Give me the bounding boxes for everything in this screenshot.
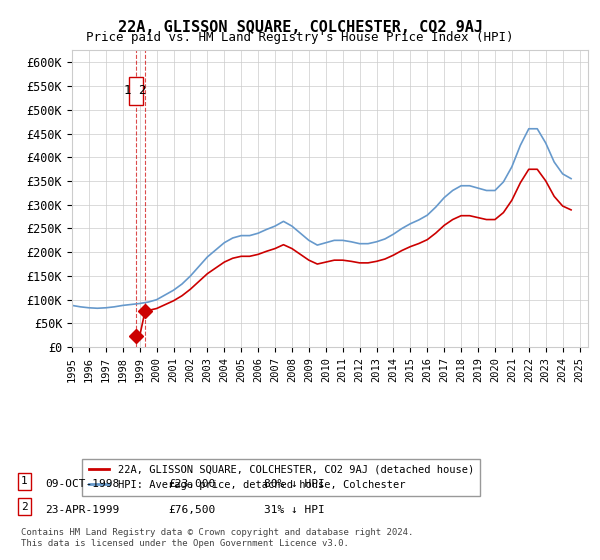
Text: 1 2: 1 2 (124, 84, 146, 97)
Text: 1: 1 (21, 477, 28, 487)
Text: £23,000: £23,000 (168, 479, 215, 489)
Legend: 22A, GLISSON SQUARE, COLCHESTER, CO2 9AJ (detached house), HPI: Average price, d: 22A, GLISSON SQUARE, COLCHESTER, CO2 9AJ… (82, 459, 480, 496)
Text: £76,500: £76,500 (168, 505, 215, 515)
Text: 31% ↓ HPI: 31% ↓ HPI (264, 505, 325, 515)
Text: 2: 2 (21, 502, 28, 512)
Text: 22A, GLISSON SQUARE, COLCHESTER, CO2 9AJ: 22A, GLISSON SQUARE, COLCHESTER, CO2 9AJ (118, 20, 482, 35)
Text: 09-OCT-1998: 09-OCT-1998 (45, 479, 119, 489)
Text: 23-APR-1999: 23-APR-1999 (45, 505, 119, 515)
Text: 80% ↓ HPI: 80% ↓ HPI (264, 479, 325, 489)
FancyBboxPatch shape (129, 77, 143, 105)
Text: Price paid vs. HM Land Registry's House Price Index (HPI): Price paid vs. HM Land Registry's House … (86, 31, 514, 44)
Text: Contains HM Land Registry data © Crown copyright and database right 2024.
This d: Contains HM Land Registry data © Crown c… (21, 528, 413, 548)
